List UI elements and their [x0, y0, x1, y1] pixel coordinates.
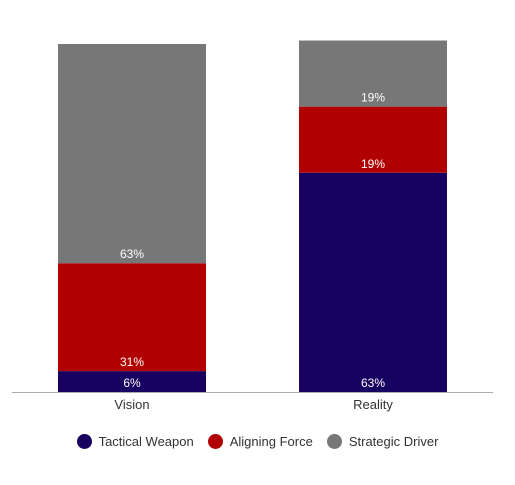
- legend-label: Strategic Driver: [348, 434, 439, 449]
- bar-segment-reality-tactical-weapon: [299, 172, 447, 392]
- data-label-vision-aligning-force: 31%: [120, 355, 144, 369]
- legend-swatch: [207, 434, 223, 449]
- x-tick-labels-group: Vision Reality: [114, 397, 393, 412]
- bar-segment-vision-strategic-driver: [58, 44, 206, 264]
- bar-segment-vision-aligning-force: [58, 263, 206, 372]
- data-label-reality-tactical-weapon: 63%: [361, 376, 385, 390]
- bar-segment-vision-tactical-weapon: [58, 371, 206, 392]
- bar-segment-reality-aligning-force: [299, 106, 447, 173]
- legend-swatch: [76, 434, 92, 449]
- bars-group: [58, 40, 447, 392]
- data-label-reality-strategic-driver: 19%: [361, 91, 385, 105]
- data-labels-group: 6% 31% 63% 63% 19% 19%: [120, 91, 385, 390]
- bar-segment-reality-strategic-driver: [299, 40, 447, 107]
- data-label-vision-tactical-weapon: 6%: [123, 376, 141, 390]
- legend-label: Tactical Weapon: [98, 434, 194, 449]
- legend-label: Aligning Force: [229, 434, 313, 449]
- legend-swatch: [326, 434, 342, 449]
- data-label-reality-aligning-force: 19%: [361, 157, 385, 171]
- x-tick-label-vision: Vision: [114, 397, 149, 412]
- legend-item-aligning-force: Aligning Force: [207, 434, 313, 449]
- legend: Tactical Weapon Aligning Force Strategic D…: [0, 434, 515, 449]
- legend-item-strategic-driver: Strategic Driver: [326, 434, 439, 449]
- data-label-vision-strategic-driver: 63%: [120, 247, 144, 261]
- legend-item-tactical-weapon: Tactical Weapon: [76, 434, 194, 449]
- x-tick-label-reality: Reality: [353, 397, 393, 412]
